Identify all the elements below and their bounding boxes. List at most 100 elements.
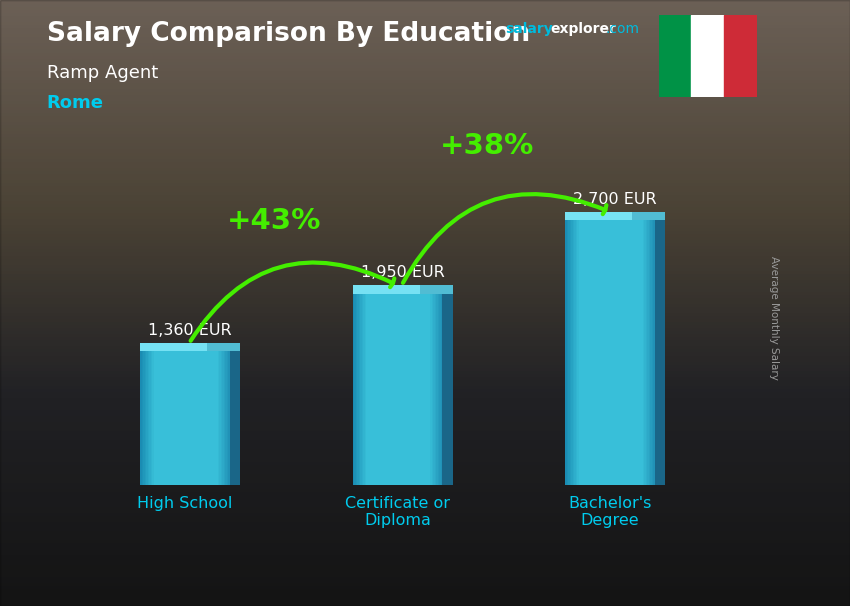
Bar	[0, 55, 850, 58]
Bar	[0, 236, 850, 239]
Bar	[0, 170, 850, 173]
Bar	[633, 220, 635, 485]
Bar	[359, 294, 360, 485]
Bar	[405, 294, 406, 485]
Bar	[0, 158, 850, 161]
Bar	[0, 82, 850, 85]
Bar	[571, 220, 573, 485]
Bar	[0, 121, 850, 124]
Bar	[0, 330, 850, 333]
Bar	[0, 312, 850, 315]
Bar	[0, 239, 850, 242]
Bar	[0, 406, 850, 409]
Bar	[0, 385, 850, 388]
Bar	[388, 294, 390, 485]
Bar	[0, 588, 850, 591]
Bar	[0, 576, 850, 579]
Bar	[0, 518, 850, 521]
Bar	[0, 67, 850, 70]
Bar	[174, 351, 176, 485]
Bar	[0, 230, 850, 233]
Bar	[158, 351, 160, 485]
Bar	[0, 536, 850, 539]
Bar	[0, 551, 850, 554]
Bar	[0, 176, 850, 179]
Bar	[434, 294, 436, 485]
Bar	[218, 351, 219, 485]
Bar	[644, 220, 646, 485]
Bar	[0, 276, 850, 279]
Bar	[0, 358, 850, 361]
Bar	[0, 64, 850, 67]
Bar	[629, 220, 631, 485]
Bar	[214, 351, 216, 485]
Bar	[0, 282, 850, 285]
Bar	[0, 412, 850, 415]
Bar	[0, 561, 850, 564]
Bar	[0, 164, 850, 167]
Bar	[373, 294, 375, 485]
Bar	[0, 142, 850, 145]
Text: Rome: Rome	[47, 94, 104, 112]
Bar	[0, 403, 850, 406]
Bar	[0, 48, 850, 52]
Bar	[589, 220, 591, 485]
Bar	[0, 155, 850, 158]
Bar	[353, 285, 453, 294]
Bar	[626, 220, 627, 485]
Bar	[216, 351, 218, 485]
Bar	[0, 258, 850, 261]
Bar	[659, 15, 691, 97]
Bar	[0, 18, 850, 21]
Bar	[0, 579, 850, 582]
Bar	[0, 221, 850, 224]
Bar	[691, 15, 724, 97]
Bar	[0, 421, 850, 424]
Bar	[0, 42, 850, 45]
Bar	[0, 91, 850, 94]
Bar	[0, 173, 850, 176]
Bar	[0, 397, 850, 400]
Bar	[207, 343, 241, 351]
Bar	[0, 130, 850, 133]
Bar	[0, 370, 850, 373]
Bar	[409, 294, 411, 485]
Bar	[0, 279, 850, 282]
Bar	[0, 309, 850, 312]
Bar	[209, 351, 210, 485]
Bar	[631, 220, 632, 485]
Bar	[226, 351, 228, 485]
Bar	[0, 545, 850, 548]
Bar	[603, 220, 604, 485]
Bar	[386, 294, 387, 485]
Bar	[0, 76, 850, 79]
Bar	[653, 220, 655, 485]
Bar	[357, 294, 359, 485]
Bar	[0, 24, 850, 27]
Bar	[182, 351, 184, 485]
Bar	[0, 382, 850, 385]
Bar	[0, 473, 850, 476]
Bar	[365, 294, 366, 485]
Bar	[0, 424, 850, 427]
Bar	[570, 220, 571, 485]
Bar	[399, 294, 400, 485]
Bar	[0, 85, 850, 88]
Bar	[605, 220, 607, 485]
Bar	[439, 294, 440, 485]
Bar	[625, 220, 626, 485]
Bar	[593, 220, 595, 485]
Bar	[391, 294, 393, 485]
Bar	[0, 267, 850, 270]
Bar	[623, 220, 625, 485]
Bar	[0, 324, 850, 327]
Bar	[362, 294, 363, 485]
Bar	[225, 351, 226, 485]
Bar	[0, 45, 850, 48]
Bar	[176, 351, 178, 485]
Text: +38%: +38%	[439, 132, 534, 160]
Bar	[0, 448, 850, 451]
Bar	[0, 261, 850, 264]
Bar	[0, 500, 850, 503]
Text: Average Monthly Salary: Average Monthly Salary	[769, 256, 779, 380]
